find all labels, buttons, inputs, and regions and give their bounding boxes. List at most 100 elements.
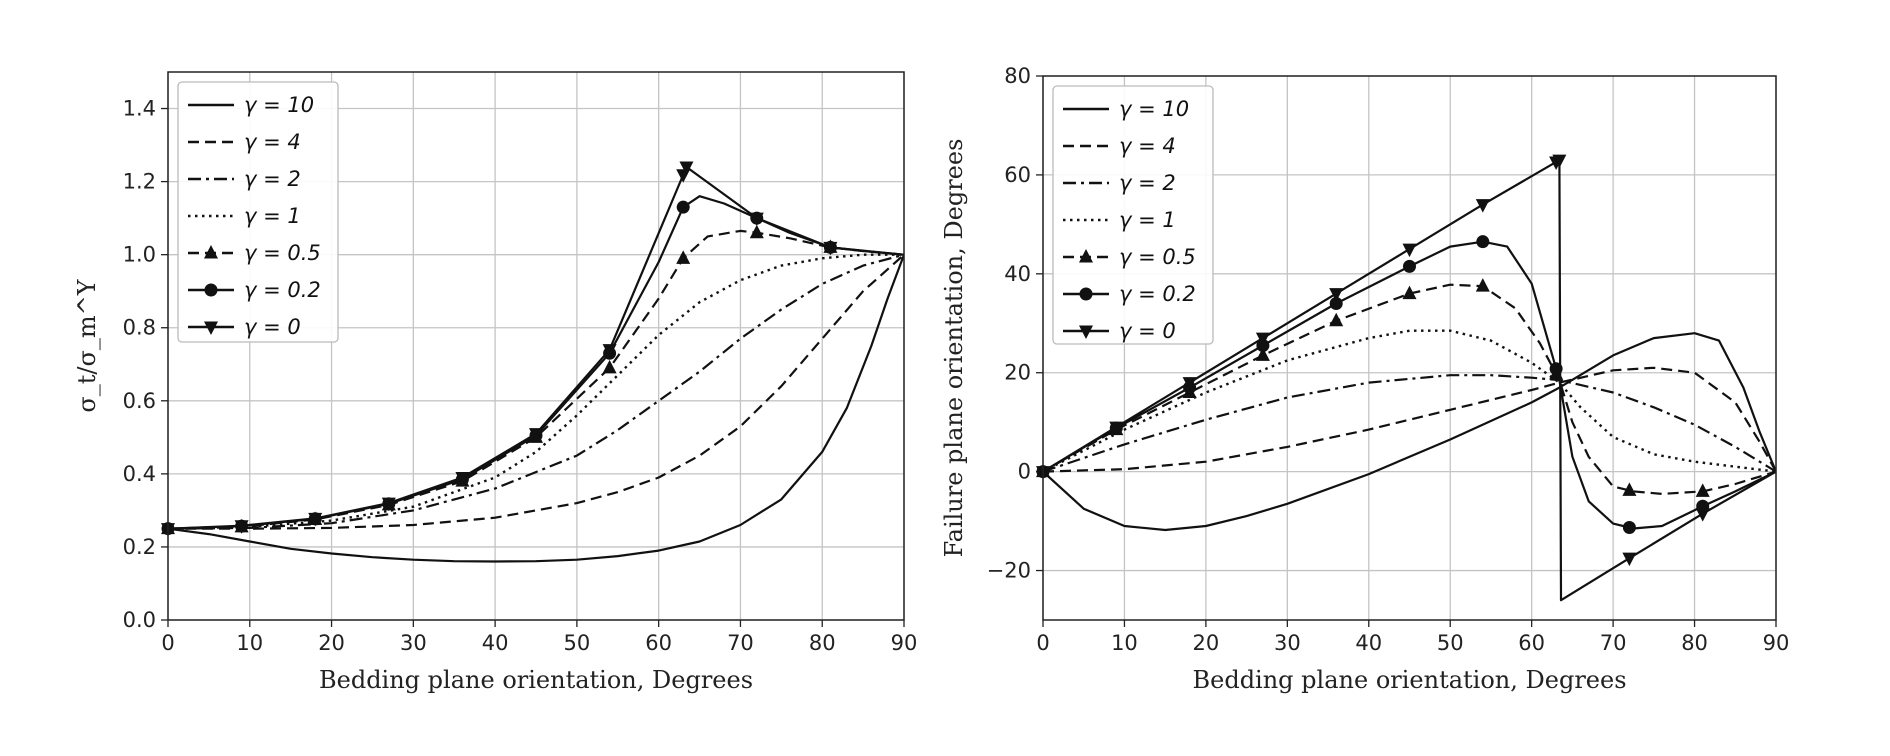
- plot-frame: [167, 71, 905, 621]
- x-tick-label: 90: [891, 631, 918, 655]
- data-point: [1622, 552, 1637, 567]
- legend-label: γ = 1: [244, 204, 301, 228]
- data-point: [1329, 296, 1343, 310]
- data-point: [602, 344, 617, 358]
- x-axis: 0 10 20 30 40 50 60 70 80 90: [1036, 76, 1789, 655]
- data-point: [1182, 377, 1197, 391]
- y-axis-label: σ_t/σ_m^Y: [73, 278, 101, 412]
- legend-label: γ = 0: [1119, 319, 1176, 343]
- y-tick-label: 60: [1004, 163, 1031, 187]
- data-point: [1549, 362, 1563, 376]
- x-tick-label: 30: [1274, 631, 1301, 655]
- data-point: [676, 200, 690, 214]
- x-tick-label: 30: [400, 631, 427, 655]
- legend-marker: [1079, 325, 1093, 339]
- y-tick-label: 0.0: [123, 608, 156, 632]
- x-tick-label: 40: [482, 631, 509, 655]
- x-tick-label: 90: [1763, 631, 1790, 655]
- data-point: [1475, 278, 1490, 292]
- data-point: [602, 359, 617, 374]
- x-tick-label: 50: [564, 631, 591, 655]
- legend-label: γ = 4: [244, 130, 301, 154]
- data-point: [1329, 288, 1344, 302]
- data-point: [529, 428, 543, 442]
- legend-box: [1052, 85, 1214, 345]
- x-tick-label: 40: [1355, 631, 1382, 655]
- x-tick-label: 80: [809, 631, 836, 655]
- series-line-1: [168, 253, 904, 530]
- y-tick-label: 1.2: [123, 170, 156, 194]
- x-tick-label: 20: [1193, 631, 1220, 655]
- x-tick-label: 60: [1518, 631, 1545, 655]
- legend-label: γ = 0.2: [1119, 282, 1196, 306]
- y-tick-label: 80: [1004, 64, 1031, 88]
- data-point: [679, 161, 694, 175]
- x-axis-label: Bedding plane orientation, Degrees: [319, 666, 753, 694]
- y-tick-label: 20: [1004, 361, 1031, 385]
- legend-label: γ = 2: [1119, 171, 1176, 195]
- data-point: [1255, 332, 1270, 347]
- legend: γ = 10 γ = 4 γ = 2 γ = 1 γ = 0.5 γ = 0.2 γ = 0: [177, 81, 339, 343]
- data-point: [823, 241, 838, 256]
- y-tick-label: 0.4: [123, 462, 156, 486]
- legend-box: [177, 81, 339, 343]
- y-tick-label: 0.2: [123, 535, 156, 559]
- data-point: [676, 250, 691, 264]
- data-point: [1403, 259, 1416, 273]
- legend: γ = 10 γ = 4 γ = 2 γ = 1 γ = 0.5 γ = 0.2 γ = 0: [1052, 85, 1214, 345]
- legend-marker: [1079, 249, 1093, 263]
- legend-label: γ = 0.5: [244, 241, 321, 265]
- series-line-4: [168, 229, 904, 530]
- x-tick-label: 20: [318, 631, 345, 655]
- data-point: [749, 224, 764, 239]
- x-tick-label: 10: [1111, 631, 1138, 655]
- series-line-0: [168, 254, 904, 563]
- x-axis-label: Bedding plane orientation, Degrees: [1192, 666, 1626, 694]
- data-point: [234, 520, 249, 534]
- x-tick-label: 70: [1600, 631, 1627, 655]
- data-point: [1695, 483, 1710, 497]
- chart-failure-plane-orientation: 0 10 20 30 40 50 60 70 80 90 −20 0 20 40 60 80 Bedding p…: [940, 64, 1789, 694]
- y-tick-label: 40: [1004, 262, 1031, 286]
- series-line-2: [1043, 374, 1776, 473]
- data-point: [1475, 199, 1490, 213]
- plot-frame: [1042, 75, 1777, 621]
- legend-label: γ = 10: [244, 93, 314, 117]
- data-point: [308, 512, 323, 527]
- legend-label: γ = 0.2: [244, 278, 321, 302]
- x-tick-label: 80: [1681, 631, 1708, 655]
- x-tick-label: 60: [645, 631, 672, 655]
- series-markers-6: [161, 161, 838, 537]
- legend-label: γ = 2: [244, 167, 301, 191]
- x-tick-label: 0: [1036, 631, 1049, 655]
- data-point: [455, 472, 470, 486]
- y-tick-label: 1.4: [123, 97, 156, 121]
- data-point: [1402, 243, 1417, 258]
- data-point: [1109, 421, 1124, 436]
- series-line-2: [168, 253, 904, 530]
- x-axis: 0 10 20 30 40 50 60 70 80 90: [161, 72, 917, 655]
- x-tick-label: 10: [236, 631, 263, 655]
- series-line-3: [168, 253, 904, 530]
- y-tick-label: 0: [1018, 460, 1031, 484]
- data-point: [1402, 285, 1417, 300]
- data-point: [381, 497, 396, 512]
- y-tick-label: 1.0: [123, 243, 156, 267]
- legend-marker: [204, 321, 218, 335]
- data-point: [1622, 482, 1637, 496]
- y-axis-label: Failure plane orientation, Degrees: [940, 139, 968, 558]
- data-point: [1695, 508, 1710, 522]
- y-tick-label: 0.6: [123, 389, 156, 413]
- y-tick-label: 0.8: [123, 316, 156, 340]
- chart-strength-ratio: 0 10 20 30 40 50 60 70 80 90 0.0 0.2 0.4 0.6 0.8 1.0 1.2…: [73, 71, 917, 694]
- x-tick-label: 50: [1437, 631, 1464, 655]
- legend-marker: [204, 283, 218, 297]
- legend-marker: [1079, 287, 1093, 301]
- legend-label: γ = 1: [1119, 208, 1176, 232]
- y-tick-label: −20: [987, 559, 1031, 583]
- data-point: [749, 212, 764, 227]
- series-line-0: [1043, 332, 1776, 532]
- data-point: [1552, 154, 1567, 169]
- series-line-6: [1043, 159, 1776, 602]
